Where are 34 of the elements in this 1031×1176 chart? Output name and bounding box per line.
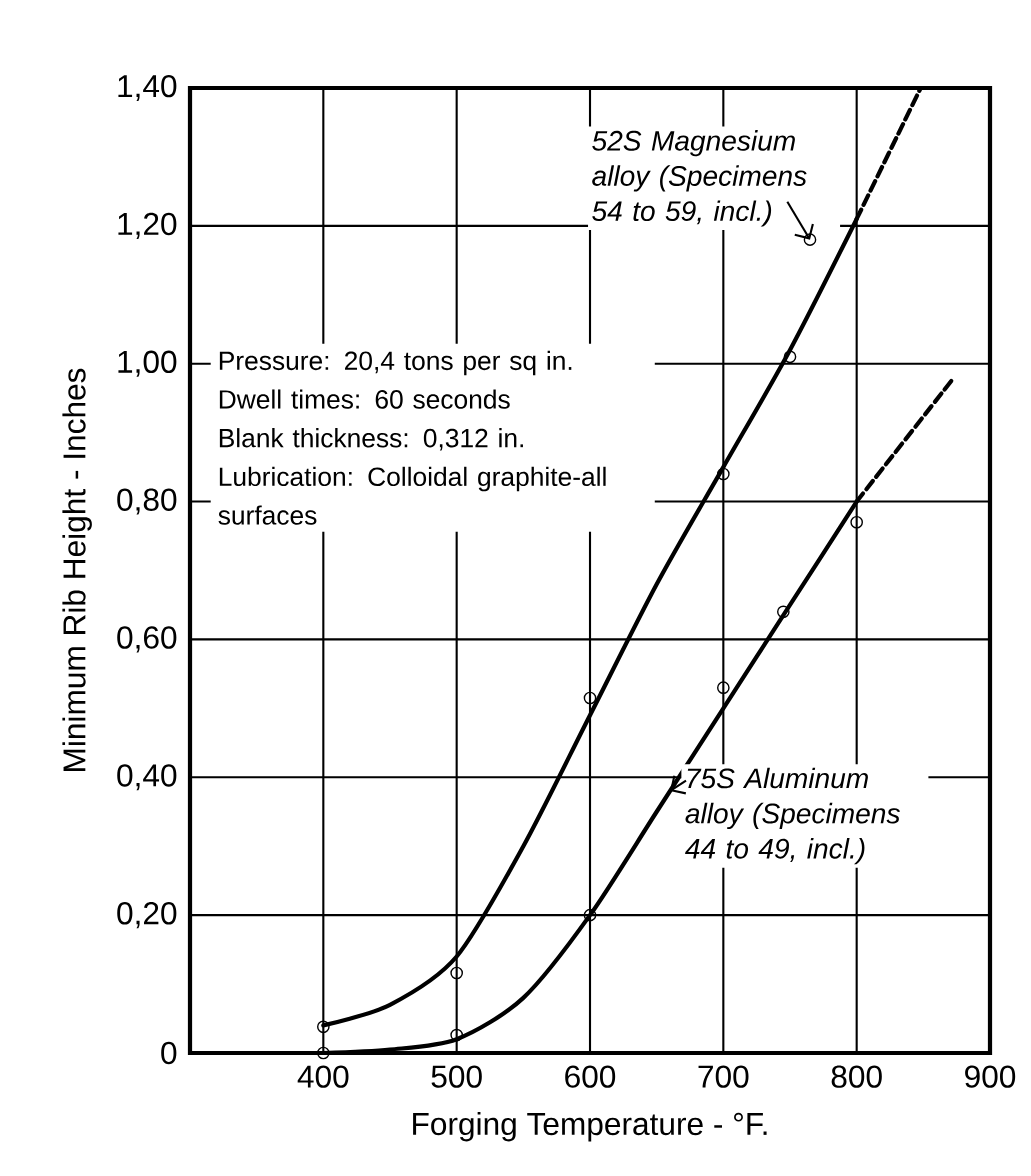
point: [583, 908, 597, 922]
point: [583, 691, 597, 705]
y-axis-title: Minimum Rib Height - Inches: [62, 368, 92, 771]
point: [450, 1028, 463, 1042]
annotation: Blank thickness: 0,312 in.: [219, 428, 523, 451]
annotation: Lubrication: Colloidal graphite-all surfaces: [218, 466, 606, 525]
point: [717, 681, 730, 695]
y-tick-label: 1,00: [118, 350, 177, 377]
point: [783, 350, 797, 364]
x-tick-label: 500: [431, 1065, 482, 1088]
point: [317, 1046, 330, 1060]
point: [717, 467, 730, 481]
x-tick-label: 900: [965, 1065, 1016, 1088]
y-tick-label: 1,40: [118, 74, 177, 102]
annotation: Pressure: 20,4 tons per sq in.: [219, 350, 572, 376]
annotation: Dwell times: 60 seconds: [219, 389, 510, 409]
x-tick-label: 800: [831, 1065, 882, 1088]
annotation: 75S Aluminum alloy (Specimens 44 to 49, incl.): [685, 767, 900, 865]
point: [777, 605, 790, 619]
annotation: 52S Magnesium alloy (Specimens 54 to 59, incl.): [592, 130, 807, 227]
x-tick-label: 700: [698, 1065, 749, 1088]
x-tick-label: 600: [565, 1065, 616, 1088]
y-tick-label: 0,80: [117, 488, 177, 515]
x-axis-title: Forging Temperature - °F.: [413, 1111, 767, 1142]
y-tick-label: 0: [161, 1041, 177, 1065]
y-tick-label: 1,20: [118, 212, 177, 239]
point: [450, 966, 463, 980]
y-tick-label: 0,60: [117, 626, 177, 653]
y-tick-label: 0,20: [117, 902, 177, 929]
x-tick-label: 400: [297, 1065, 349, 1088]
point: [850, 515, 864, 529]
point: [317, 1020, 330, 1034]
y-tick-label: 0,40: [117, 764, 177, 791]
point: [803, 233, 817, 246]
